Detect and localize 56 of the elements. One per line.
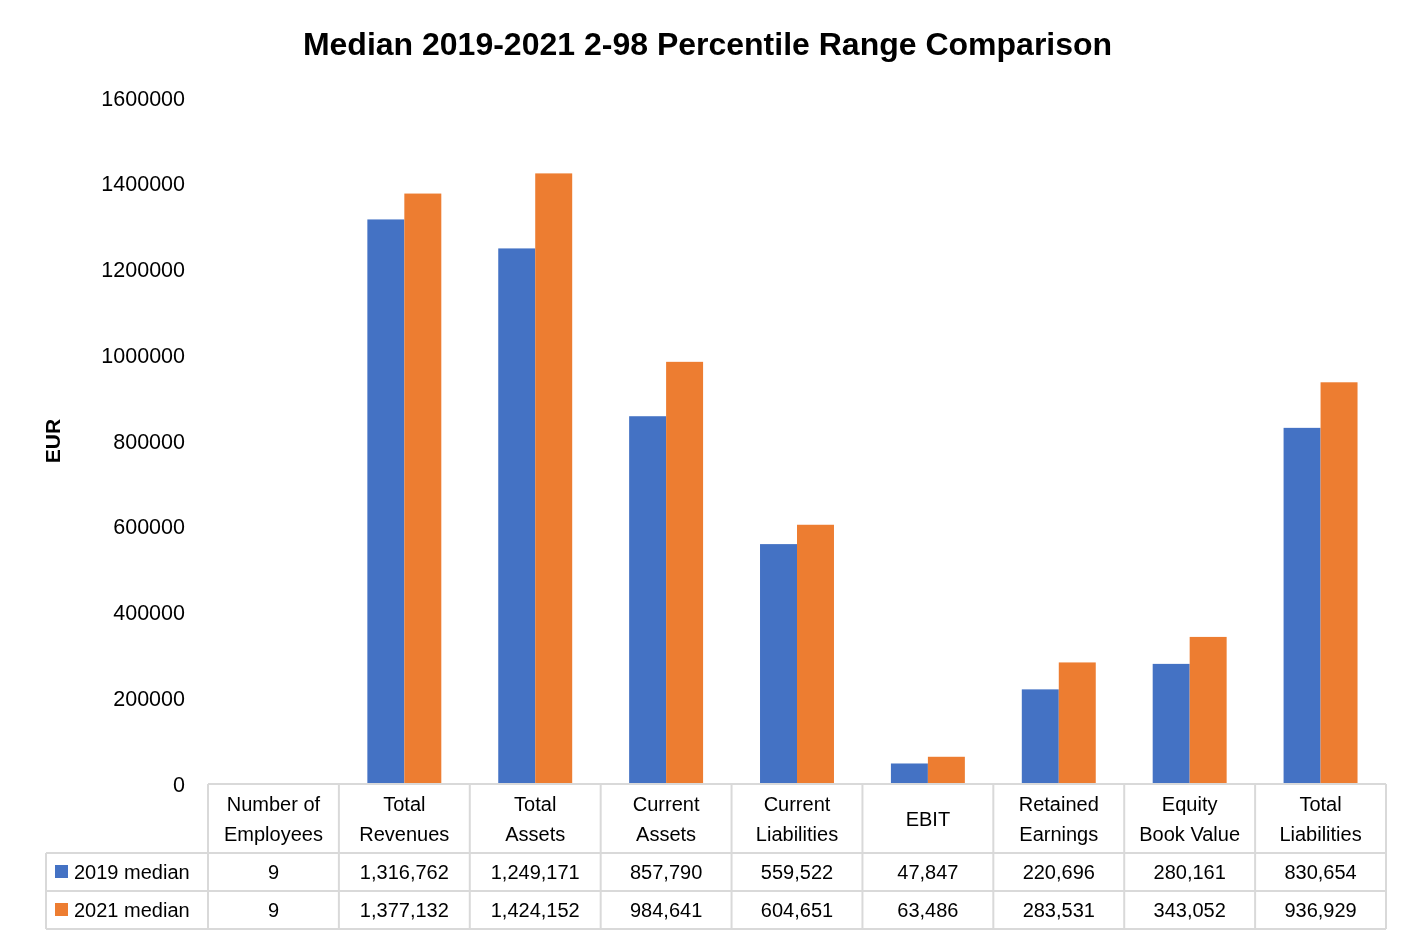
bar xyxy=(1320,382,1358,784)
y-tick-label: 0 xyxy=(173,772,186,797)
y-tick-label: 1000000 xyxy=(101,343,186,368)
y-tick-label: 1200000 xyxy=(101,258,186,283)
x-tick-label: Total Revenues xyxy=(359,792,450,845)
data-label: 343,052 xyxy=(1153,899,1226,921)
bar xyxy=(1189,636,1227,784)
bar xyxy=(1152,663,1190,784)
x-tick-label: Current Assets xyxy=(632,792,700,845)
y-tick-label: 800000 xyxy=(113,429,186,454)
legend-label: 2021 median xyxy=(74,899,190,921)
x-tick-label: Number of Employees xyxy=(223,792,323,845)
data-label: 559,522 xyxy=(760,861,834,883)
chart-title: Median 2019-2021 2-98 Percentile Range Comparison xyxy=(302,26,1113,62)
bar xyxy=(629,416,667,784)
bar xyxy=(535,173,573,784)
data-label: 857,790 xyxy=(629,861,703,883)
y-tick-label: 400000 xyxy=(113,601,186,626)
data-label: 63,486 xyxy=(897,899,959,921)
x-tick-label: Equity Book Value xyxy=(1139,792,1241,845)
bar xyxy=(404,193,442,784)
bar xyxy=(1021,689,1059,784)
bar xyxy=(890,763,928,784)
y-tick-label: 1600000 xyxy=(101,86,186,111)
data-label: 9 xyxy=(267,899,280,921)
x-tick-label: Total Assets xyxy=(505,792,566,845)
bar xyxy=(666,361,704,784)
y-tick-label: 600000 xyxy=(113,515,186,540)
data-label: 1,424,152 xyxy=(490,899,580,921)
data-label: 936,929 xyxy=(1284,899,1357,921)
data-label: 604,651 xyxy=(760,899,834,921)
bar xyxy=(927,756,965,784)
x-tick-label: Total Liabilities xyxy=(1279,792,1362,845)
data-label: 1,249,171 xyxy=(490,861,580,883)
data-label: 830,654 xyxy=(1284,861,1357,883)
bar xyxy=(367,219,405,784)
legend-label: 2019 median xyxy=(74,861,190,883)
bar xyxy=(797,524,834,784)
y-axis-title: EUR xyxy=(41,418,64,464)
bar xyxy=(1058,662,1096,784)
data-label: 984,641 xyxy=(629,899,703,921)
x-tick-label: EBIT xyxy=(905,807,951,830)
data-label: 47,847 xyxy=(897,861,959,883)
data-label: 220,696 xyxy=(1022,861,1095,883)
bar xyxy=(760,544,797,784)
data-label: 280,161 xyxy=(1153,861,1226,883)
bar xyxy=(498,248,536,784)
data-label: 1,316,762 xyxy=(359,861,449,883)
data-label: 1,377,132 xyxy=(359,899,449,921)
data-label: 9 xyxy=(267,861,280,883)
data-label: 283,531 xyxy=(1022,899,1095,921)
x-tick-label: Retained Earnings xyxy=(1018,792,1099,845)
bar xyxy=(1283,427,1321,784)
x-tick-label: Current Liabilities xyxy=(755,792,839,845)
y-tick-label: 1400000 xyxy=(101,172,186,197)
y-tick-label: 200000 xyxy=(113,686,186,711)
